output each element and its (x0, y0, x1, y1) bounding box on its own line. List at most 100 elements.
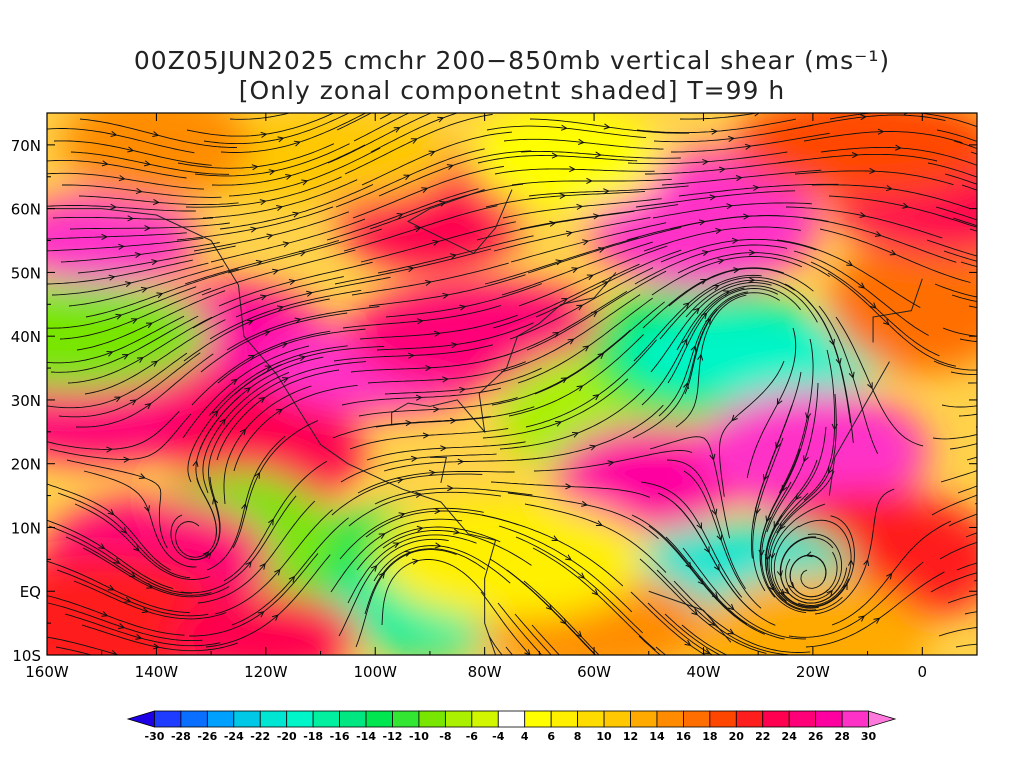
streamline-arrow (561, 298, 568, 304)
streamline-arrow (693, 307, 700, 315)
streamline-arrow (768, 583, 775, 591)
streamline-arrow (713, 564, 720, 571)
streamline (47, 172, 205, 190)
streamline (47, 159, 187, 179)
streamline-arrow (124, 596, 131, 603)
streamline-arrow (277, 305, 284, 312)
streamline (786, 114, 946, 131)
streamline-arrow (863, 559, 870, 567)
streamline-arrow (586, 177, 593, 185)
streamline-arrow (754, 507, 761, 514)
streamline-arrow (586, 274, 594, 281)
streamline-arrow (453, 528, 460, 535)
streamline-arrow (860, 114, 867, 121)
streamline (636, 118, 796, 134)
streamline-arrow (684, 639, 691, 646)
streamline-arrow (425, 364, 432, 372)
streamline-arrow (703, 648, 711, 654)
streamline-arrow (285, 174, 292, 180)
streamline-arrow (241, 503, 248, 510)
streamline-arrow (560, 124, 567, 131)
streamline (370, 113, 459, 153)
map-title-line2: [Only zonal componetnt shaded] T=99 h (238, 76, 786, 105)
streamline (984, 425, 1024, 471)
streamline-arrow (276, 205, 283, 211)
streamline-arrow (719, 166, 726, 173)
streamline-arrow (144, 225, 151, 232)
streamline (385, 283, 542, 318)
streamline-arrow (151, 259, 158, 266)
streamline (331, 473, 483, 516)
streamline (679, 113, 760, 120)
streamline-arrow (758, 549, 765, 556)
streamline-arrow (420, 105, 426, 110)
streamline (344, 113, 493, 175)
streamline-arrow (877, 128, 884, 135)
streamline-arrow (858, 615, 865, 622)
streamline (948, 513, 977, 527)
colorbar-swatch (841, 710, 869, 728)
streamline (507, 492, 659, 540)
streamline-arrow (700, 278, 707, 285)
streamline-arrow (136, 357, 144, 363)
streamline (776, 239, 921, 308)
streamline (76, 290, 226, 351)
colorbar-label: 6 (547, 730, 555, 743)
streamline-arrow (260, 294, 267, 301)
streamline-arrow (274, 569, 281, 576)
streamline-arrow (457, 458, 464, 465)
streamline (353, 113, 410, 142)
colorbar-swatch (444, 710, 473, 728)
streamline-arrow (212, 498, 219, 505)
streamline (233, 384, 358, 472)
streamline-arrow (769, 552, 776, 559)
streamline-arrow (728, 135, 735, 143)
streamline-arrow (874, 231, 882, 237)
colorbar-label: -12 (383, 730, 403, 743)
colorbar-swatch (392, 710, 420, 728)
streamline (85, 268, 239, 318)
streamline-arrow (715, 227, 722, 234)
streamline-arrow (681, 338, 688, 346)
streamline-arrow (575, 630, 582, 638)
streamline-arrow (745, 660, 751, 665)
streamline-arrow (127, 215, 134, 222)
streamline-arrow (107, 584, 115, 591)
streamline-arrow (192, 460, 199, 468)
streamline-arrow (1007, 364, 1013, 369)
streamline-arrow (446, 164, 454, 170)
streamline-arrow (776, 398, 783, 405)
streamline-arrow (683, 382, 689, 389)
streamline-arrow (582, 239, 589, 246)
streamline-arrow (696, 522, 703, 529)
streamline-arrow (114, 396, 121, 403)
streamline-arrow (727, 628, 735, 635)
streamline (750, 404, 793, 559)
streamline (231, 517, 349, 626)
colorbar-label: -20 (277, 730, 297, 743)
lat-label: 20N (11, 456, 41, 474)
streamline-arrow (124, 281, 132, 288)
coastline (47, 208, 496, 541)
colorbar-label: 18 (702, 730, 717, 743)
streamline (969, 228, 977, 232)
streamline-arrow (869, 167, 876, 175)
streamline (803, 131, 963, 144)
streamline-arrow (735, 175, 742, 182)
colorbar-label: 16 (676, 730, 692, 743)
streamline-arrow (846, 260, 853, 267)
streamline-arrow (101, 233, 108, 240)
streamline-arrow (1011, 456, 1017, 461)
colorbar-label: 20 (729, 730, 745, 743)
colorbar-label: -28 (171, 730, 191, 743)
streamline-arrow (731, 237, 738, 244)
streamline-arrow (603, 123, 610, 130)
streamline-arrow (998, 259, 1004, 264)
streamline-arrow (718, 684, 724, 689)
streamline-arrow (134, 251, 141, 259)
streamline-arrow (407, 266, 414, 273)
lat-label: 40N (11, 328, 41, 346)
streamline-arrow (378, 572, 385, 579)
streamline-arrow (110, 130, 117, 137)
